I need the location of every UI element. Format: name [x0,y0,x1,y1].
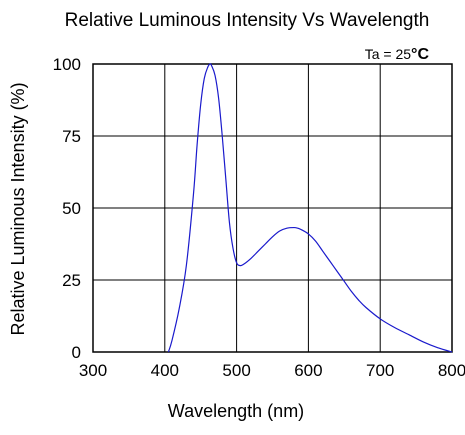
x-tick-label: 500 [222,361,250,380]
x-axis-ticks: 300 400 500 600 700 800 [79,361,465,380]
x-tick-label: 600 [294,361,322,380]
temperature-annotation: Ta = 25°C [365,46,430,63]
x-axis-label: Wavelength (nm) [168,401,304,421]
y-tick-label: 25 [62,271,81,290]
y-axis-ticks: 0 25 50 75 100 [53,55,81,362]
x-tick-label: 800 [438,361,465,380]
x-tick-label: 700 [366,361,394,380]
y-tick-label: 50 [62,199,81,218]
x-tick-label: 300 [79,361,107,380]
plot-area [92,63,453,353]
grid [93,64,452,352]
y-tick-label: 75 [62,127,81,146]
chart-title: Relative Luminous Intensity Vs Wavelengt… [65,10,430,31]
y-tick-label: 0 [72,343,81,362]
y-tick-label: 100 [53,55,81,74]
x-tick-label: 400 [151,361,179,380]
series-line [167,63,453,353]
y-axis-label: Relative Luminous Intensity (%) [8,82,28,335]
temperature-annotation-unit: °C [411,46,429,63]
temperature-annotation-text: Ta = 25 [365,46,412,62]
